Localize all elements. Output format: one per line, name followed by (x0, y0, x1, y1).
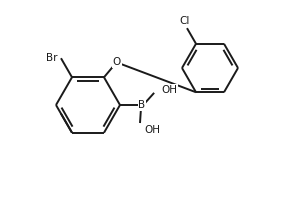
Text: Cl: Cl (180, 16, 190, 26)
Text: Br: Br (46, 53, 57, 63)
Text: O: O (113, 57, 121, 67)
Text: OH: OH (161, 85, 177, 95)
Text: B: B (139, 100, 146, 110)
Text: OH: OH (144, 125, 160, 135)
